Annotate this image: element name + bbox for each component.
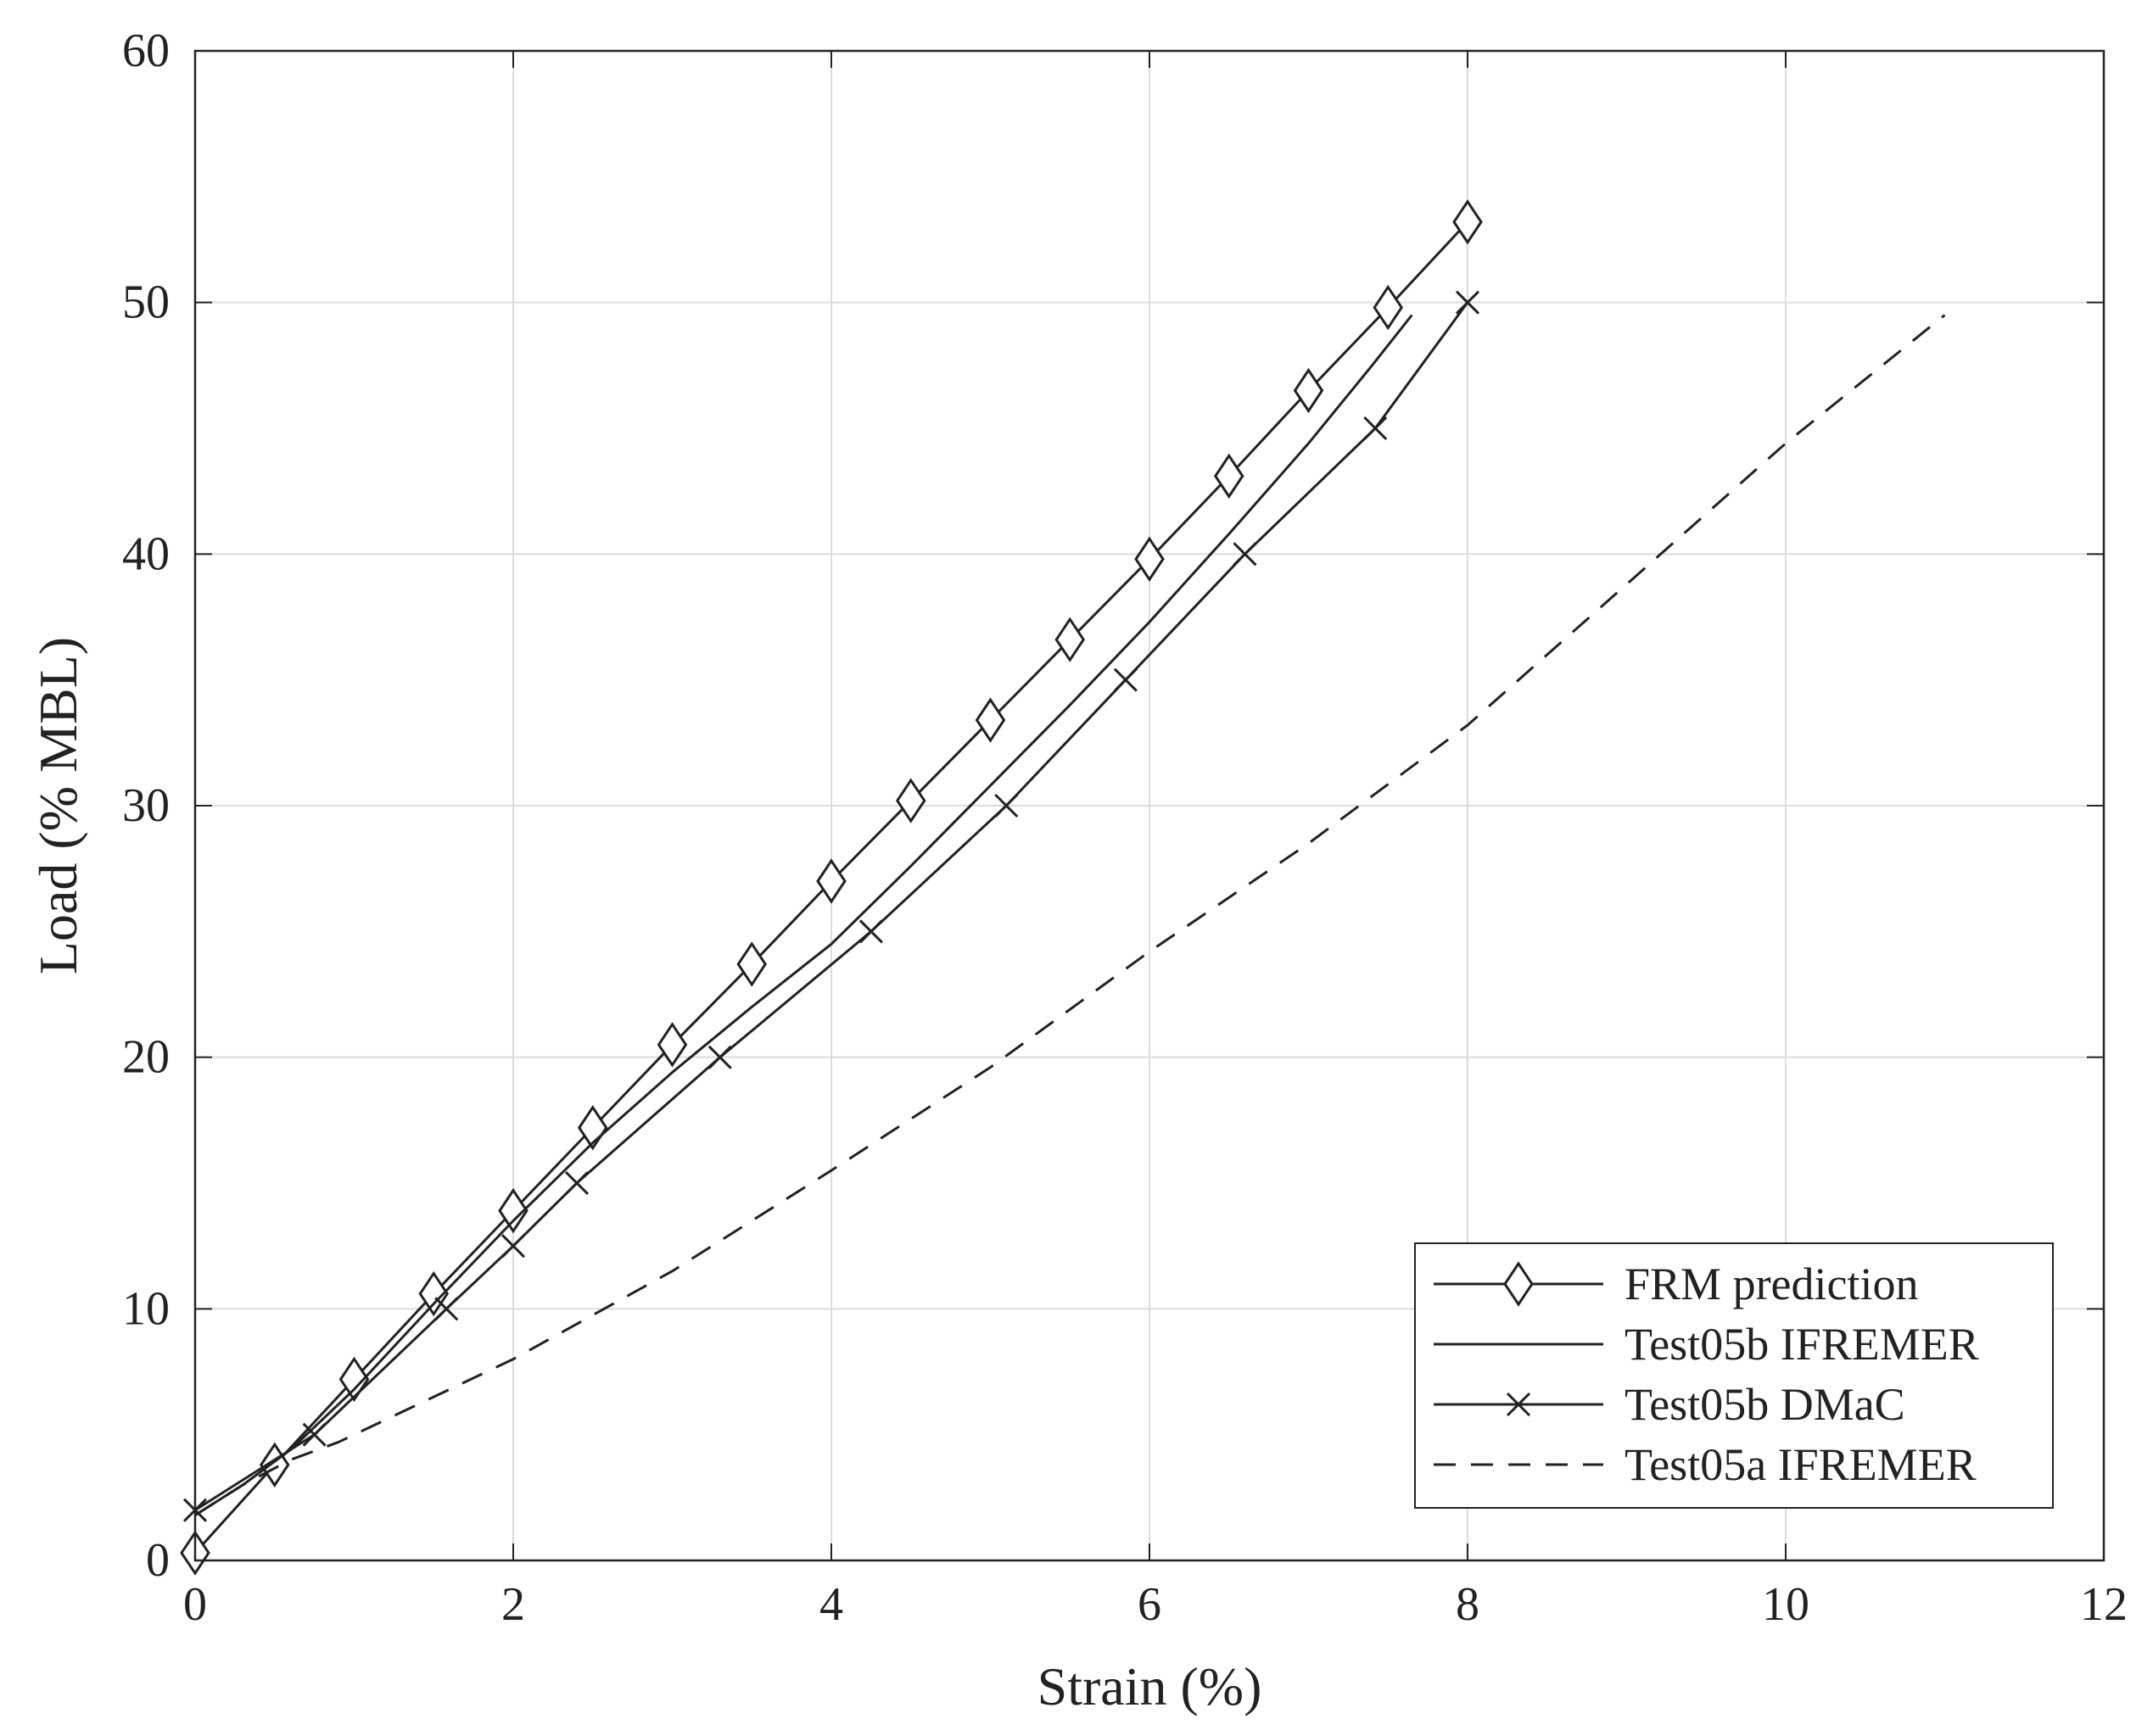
x-tick-label: 10	[1762, 1578, 1809, 1631]
data-point-frm-prediction	[1293, 367, 1324, 414]
data-point-test05b-dmac-stroke	[1233, 542, 1257, 567]
legend-marker-frm-prediction	[1503, 1261, 1534, 1307]
legend: FRM prediction Test05b IFREMER Test05b DMa…	[1414, 1242, 2054, 1509]
y-tick-label: 30	[122, 779, 170, 832]
legend-marker-test05b-dmac-stroke	[1506, 1392, 1531, 1417]
data-point-frm-prediction	[895, 778, 926, 823]
x-tick-label: 4	[819, 1578, 843, 1631]
data-point-test05b-dmac	[1113, 667, 1138, 692]
y-tick-label: 40	[122, 527, 170, 580]
series-test05b-dmac	[182, 290, 1480, 1522]
y-tick-label: 60	[122, 25, 170, 77]
data-point-test05b-dmac	[1363, 416, 1388, 441]
data-point-frm-prediction	[1213, 453, 1244, 500]
x-tick-label: 0	[183, 1578, 207, 1631]
data-point-frm-prediction	[1373, 284, 1404, 331]
data-point-frm-prediction	[1452, 199, 1483, 245]
data-point-test05b-dmac-stroke	[1455, 290, 1480, 315]
data-point-test05b-dmac	[1233, 542, 1257, 567]
data-point-test05b-dmac-stroke	[1363, 416, 1388, 441]
data-point-test05b-dmac-stroke	[434, 1297, 459, 1321]
legend-label-test05b-ifremer: Test05b IFREMER	[1625, 1319, 1979, 1370]
data-point-frm-prediction	[736, 941, 768, 987]
x-tick-label: 12	[2080, 1578, 2128, 1631]
series-line-test05a-ifremer	[194, 314, 1946, 1516]
data-point-test05b-dmac	[501, 1234, 526, 1259]
y-axis-title: Load (% MBL)	[28, 637, 88, 974]
legend-marker-test05b-dmac	[1506, 1392, 1531, 1417]
data-point-test05b-dmac	[1455, 290, 1480, 315]
legend-label-test05b-dmac: Test05b DMaC	[1625, 1379, 1905, 1430]
ticks: 0 2 4 6 8 10 12 0 10 20 30 40 50 60	[122, 25, 2128, 1631]
data-point-test05b-dmac-stroke	[994, 793, 1019, 818]
y-tick-label: 20	[122, 1031, 170, 1084]
data-point-frm-prediction	[657, 1022, 688, 1068]
series-line-test05b-ifremer	[194, 314, 1413, 1516]
x-tick-label: 2	[501, 1578, 525, 1631]
y-tick-label: 50	[122, 276, 170, 329]
series-test05b-ifremer	[194, 314, 1413, 1516]
legend-label-frm-prediction: FRM prediction	[1625, 1259, 1919, 1309]
series-layer	[180, 199, 1946, 1576]
data-point-test05b-dmac	[434, 1297, 459, 1321]
legend-label-test05a-ifremer: Test05a IFREMER	[1625, 1439, 1977, 1490]
data-point-test05b-dmac-stroke	[858, 919, 883, 944]
data-point-test05b-dmac	[302, 1422, 327, 1447]
series-test05a-ifremer	[194, 314, 1946, 1516]
data-point-test05b-dmac-stroke	[564, 1170, 590, 1196]
x-tick-label: 6	[1138, 1578, 1161, 1631]
y-tick-label: 10	[122, 1282, 170, 1335]
data-point-test05b-dmac	[707, 1045, 732, 1069]
grid	[195, 51, 2104, 1560]
data-point-test05b-dmac-stroke	[707, 1045, 732, 1069]
data-point-frm-prediction	[1054, 617, 1086, 662]
data-point-frm-prediction	[816, 858, 847, 904]
data-point-test05b-dmac	[994, 793, 1019, 818]
data-point-frm-prediction	[1134, 536, 1165, 582]
data-point-frm-prediction	[498, 1187, 528, 1234]
data-point-test05b-dmac-stroke	[302, 1422, 327, 1447]
x-axis-title: Strain (%)	[1037, 1656, 1262, 1716]
data-point-test05b-dmac-stroke	[501, 1234, 526, 1259]
series-line-test05b-dmac	[194, 301, 1469, 1511]
data-point-test05b-dmac-stroke	[1113, 667, 1138, 692]
data-point-test05b-dmac	[858, 919, 883, 944]
y-tick-label: 0	[146, 1534, 170, 1587]
x-tick-label: 8	[1456, 1578, 1479, 1631]
data-point-frm-prediction	[975, 697, 1006, 743]
data-point-test05b-dmac	[564, 1170, 590, 1196]
